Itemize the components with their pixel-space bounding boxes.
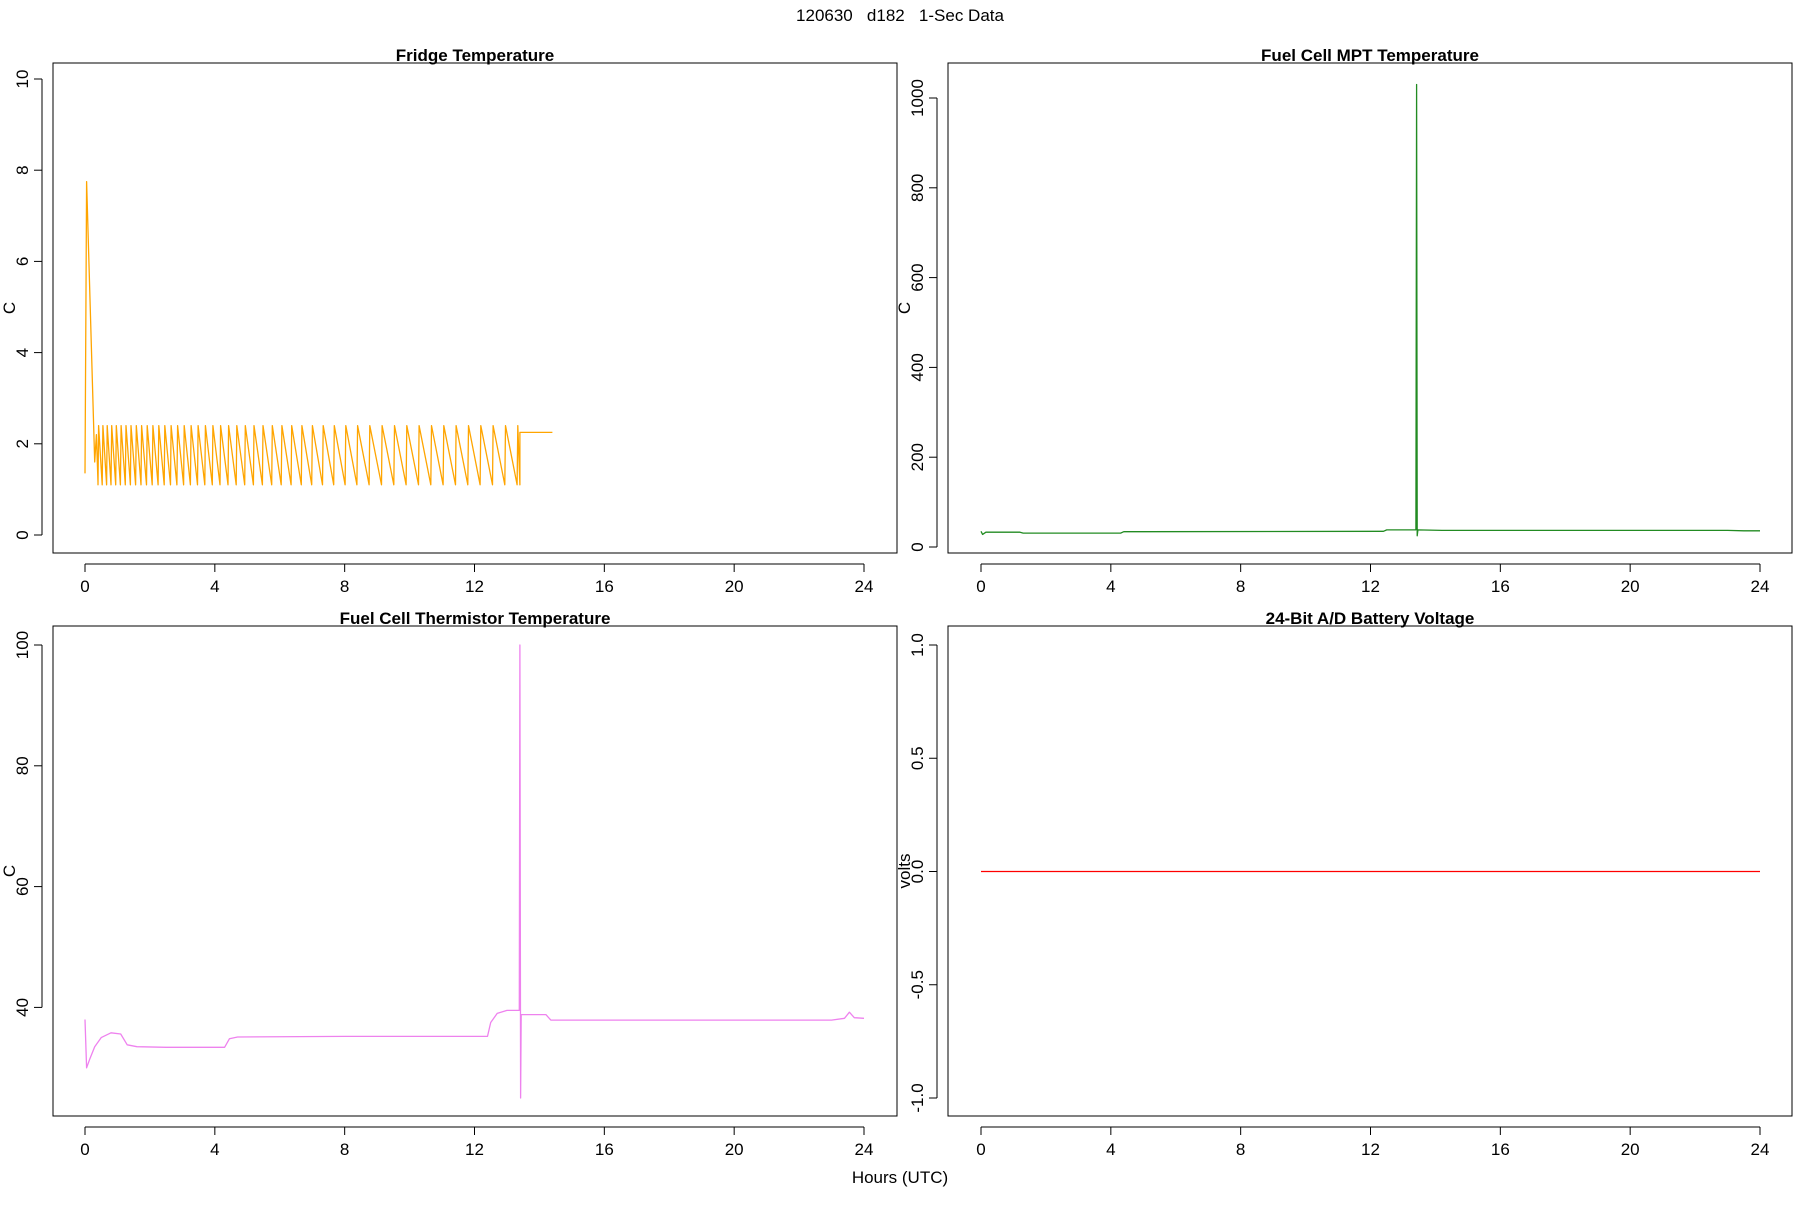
- y-tick-label: 60: [13, 877, 32, 896]
- x-tick-label: 16: [1491, 1140, 1510, 1159]
- y-tick-label: 200: [908, 443, 927, 471]
- x-tick-label: 4: [210, 1140, 219, 1159]
- chart-title: Fuel Cell Thermistor Temperature: [340, 609, 611, 628]
- plot-frame: [52, 625, 898, 1117]
- plot-frame: [947, 62, 1793, 554]
- y-tick-label: 0.0: [908, 860, 927, 884]
- y-tick-label: -1.0: [908, 1083, 927, 1112]
- y-tick-label: 2: [13, 439, 32, 448]
- y-tick-label: 1.0: [908, 633, 927, 657]
- x-tick-label: 4: [1106, 1140, 1115, 1159]
- chart-panel: 24-Bit A/D Battery Voltage volts 0 4 8 12 16 20…: [895, 609, 1793, 1159]
- y-tick-label: 400: [908, 353, 927, 381]
- y-tick-label: 8: [13, 165, 32, 174]
- y-tick-label: 80: [13, 756, 32, 775]
- y-axis-label: C: [895, 302, 914, 314]
- x-tick-label: 24: [855, 577, 874, 596]
- y-tick-label: 1000: [908, 79, 927, 117]
- x-tick-label: 12: [465, 577, 484, 596]
- y-tick-label: 100: [13, 631, 32, 659]
- chart-panel: Fuel Cell MPT Temperature C 0 4 8 12 16 20 24 0 20…: [895, 46, 1793, 596]
- chart-title: Fuel Cell MPT Temperature: [1261, 46, 1479, 65]
- x-tick-label: 24: [1751, 577, 1770, 596]
- figure-title: 120630 d182 1-Sec Data: [796, 6, 1004, 25]
- y-tick-label: 800: [908, 174, 927, 202]
- x-tick-label: 4: [1106, 577, 1115, 596]
- y-tick-label: 40: [13, 998, 32, 1017]
- chart-title: 24-Bit A/D Battery Voltage: [1266, 609, 1475, 628]
- x-tick-label: 12: [465, 1140, 484, 1159]
- chart-panel: Fuel Cell Thermistor Temperature C 0 4 8 12 16…: [0, 609, 898, 1159]
- y-tick-label: 0.5: [908, 746, 927, 770]
- x-tick-label: 8: [1236, 1140, 1245, 1159]
- x-tick-label: 24: [855, 1140, 874, 1159]
- x-tick-label: 8: [340, 577, 349, 596]
- x-tick-label: 0: [80, 577, 89, 596]
- y-tick-label: 0: [13, 530, 32, 539]
- x-tick-label: 20: [725, 1140, 744, 1159]
- y-tick-label: 600: [908, 263, 927, 291]
- y-tick-label: 6: [13, 257, 32, 266]
- x-tick-label: 4: [210, 577, 219, 596]
- x-tick-label: 16: [1491, 577, 1510, 596]
- x-tick-label: 20: [1621, 1140, 1640, 1159]
- y-tick-label: 0: [908, 542, 927, 551]
- y-axis-label: C: [0, 302, 19, 314]
- x-tick-label: 12: [1361, 577, 1380, 596]
- y-tick-label: 4: [13, 348, 32, 357]
- y-tick-label: -0.5: [908, 970, 927, 999]
- plot-frame: [52, 62, 898, 554]
- y-axis-label: volts: [895, 854, 914, 889]
- x-tick-label: 16: [595, 1140, 614, 1159]
- series-line: [980, 83, 1760, 537]
- x-tick-label: 20: [1621, 577, 1640, 596]
- x-tick-label: 24: [1751, 1140, 1770, 1159]
- x-tick-label: 16: [595, 577, 614, 596]
- x-tick-label: 20: [725, 577, 744, 596]
- x-tick-label: 8: [1236, 577, 1245, 596]
- x-tick-label: 0: [976, 1140, 985, 1159]
- chart-title: Fridge Temperature: [396, 46, 554, 65]
- y-axis-label: C: [0, 865, 19, 877]
- figure-xlabel: Hours (UTC): [851, 1168, 949, 1187]
- x-tick-label: 8: [340, 1140, 349, 1159]
- x-tick-label: 0: [80, 1140, 89, 1159]
- y-tick-label: 10: [13, 70, 32, 89]
- series-line: [84, 644, 865, 1099]
- x-tick-label: 0: [976, 577, 985, 596]
- plot-frame: [947, 625, 1793, 1117]
- x-tick-label: 12: [1361, 1140, 1380, 1159]
- series-line: [84, 180, 553, 486]
